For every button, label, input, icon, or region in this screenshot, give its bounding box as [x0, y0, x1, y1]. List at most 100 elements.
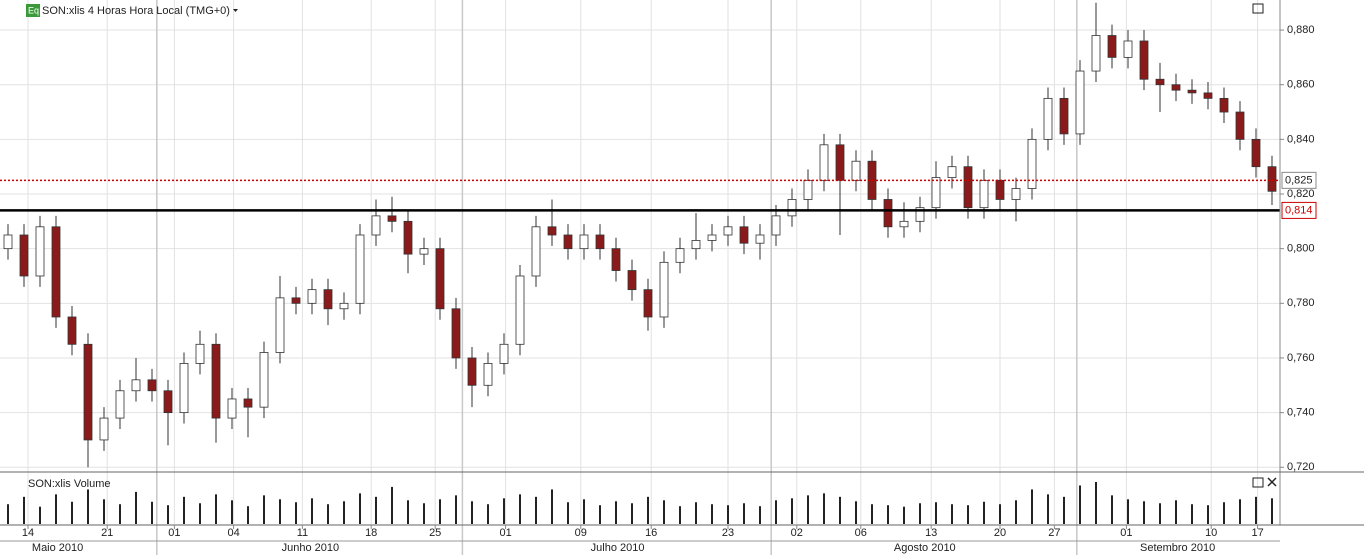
candle-body — [1043, 97, 1053, 140]
candle-body — [1251, 138, 1261, 168]
x-tick-label: 02 — [791, 527, 803, 539]
volume-bar — [1063, 496, 1065, 524]
volume-bar — [1143, 501, 1145, 524]
candle-body — [995, 179, 1005, 200]
candle-body — [915, 207, 925, 222]
eq-icon[interactable] — [26, 4, 40, 17]
x-tick-label: 06 — [855, 527, 867, 539]
candle-body — [643, 289, 653, 318]
volume-bar — [423, 503, 425, 524]
candle-body — [483, 363, 493, 386]
volume-bar — [55, 494, 57, 524]
volume-bar — [1175, 500, 1177, 524]
volume-bar — [407, 500, 409, 524]
volume-bar — [855, 501, 857, 524]
volume-bar — [1239, 499, 1241, 524]
volume-bar — [567, 502, 569, 524]
candle-body — [115, 390, 125, 419]
volume-bar — [1159, 503, 1161, 524]
volume-bar — [327, 504, 329, 524]
month-label: Setembro 2010 — [1140, 542, 1215, 554]
volume-bar — [231, 500, 233, 524]
candle-body — [611, 248, 621, 271]
price-label: 0,825 — [1285, 174, 1313, 186]
y-tick-label: 0,860 — [1287, 79, 1315, 91]
volume-bar — [615, 501, 617, 524]
volume-bar — [679, 506, 681, 524]
candle-body — [1139, 40, 1149, 80]
volume-bar — [1079, 485, 1081, 524]
volume-bar — [1127, 499, 1129, 524]
x-tick-label: 01 — [499, 527, 511, 539]
volume-bar — [903, 506, 905, 524]
volume-bar — [551, 489, 553, 524]
x-tick-label: 25 — [429, 527, 441, 539]
candle-body — [627, 270, 637, 291]
x-tick-label: 18 — [365, 527, 377, 539]
marks — [0, 2, 1280, 524]
candle-body — [675, 248, 685, 263]
volume-bar — [535, 496, 537, 524]
volume-bar — [23, 496, 25, 524]
candle-body — [1171, 84, 1181, 91]
volume-bar — [1111, 495, 1113, 524]
volume-bar — [1015, 500, 1017, 524]
candle-body — [1203, 92, 1213, 99]
volume-bar — [167, 505, 169, 524]
candle-body — [787, 199, 797, 217]
candle-body — [83, 343, 93, 441]
volume-bar — [39, 506, 41, 524]
volume-bar — [487, 504, 489, 524]
candle-body — [707, 234, 717, 241]
candle-body — [67, 316, 77, 345]
volume-bar — [999, 504, 1001, 524]
candle-body — [323, 289, 333, 310]
volume-bar — [791, 498, 793, 524]
candle-body — [979, 179, 989, 209]
candle-body — [435, 248, 445, 310]
candle-body — [1123, 40, 1133, 58]
y-tick-label: 0,840 — [1287, 133, 1315, 145]
candle-body — [211, 343, 221, 419]
candle-body — [659, 261, 669, 318]
candle-body — [1059, 97, 1069, 135]
candle-body — [243, 398, 253, 408]
volume-bar — [343, 501, 345, 524]
volume-bar — [151, 501, 153, 524]
candle-body — [547, 226, 557, 236]
volume-bar — [727, 505, 729, 524]
volume-bar — [391, 486, 393, 524]
candle-body — [1219, 97, 1229, 113]
month-label: Julho 2010 — [591, 542, 645, 554]
volume-bar — [1095, 482, 1097, 524]
x-tick-label: 20 — [994, 527, 1006, 539]
candle-body — [99, 417, 109, 441]
candle-body — [387, 215, 397, 222]
maximize-volume-button[interactable] — [1252, 477, 1264, 488]
volume-bar — [279, 499, 281, 524]
volume-bar — [519, 494, 521, 524]
candle-body — [963, 166, 973, 209]
volume-bar — [103, 499, 105, 524]
candle-body — [467, 357, 477, 386]
month-label: Maio 2010 — [32, 542, 83, 554]
y-tick-label: 0,820 — [1287, 188, 1315, 200]
candle-body — [1091, 35, 1101, 72]
eq-icon-text: Eq — [28, 5, 39, 15]
candle-body — [803, 179, 813, 200]
volume-bar — [695, 502, 697, 524]
candle-body — [35, 226, 45, 277]
candle-body — [339, 302, 349, 310]
candle-body — [371, 215, 381, 236]
close-volume-button[interactable] — [1267, 477, 1277, 487]
maximize-button[interactable] — [1252, 3, 1264, 14]
volume-bar — [199, 503, 201, 524]
price-label: 0,814 — [1285, 204, 1313, 216]
volume-bar — [311, 498, 313, 524]
candle-body — [355, 234, 365, 304]
volume-bar — [439, 499, 441, 524]
volume-title: SON:xlis Volume — [28, 478, 111, 490]
title-dropdown[interactable] — [233, 9, 238, 12]
